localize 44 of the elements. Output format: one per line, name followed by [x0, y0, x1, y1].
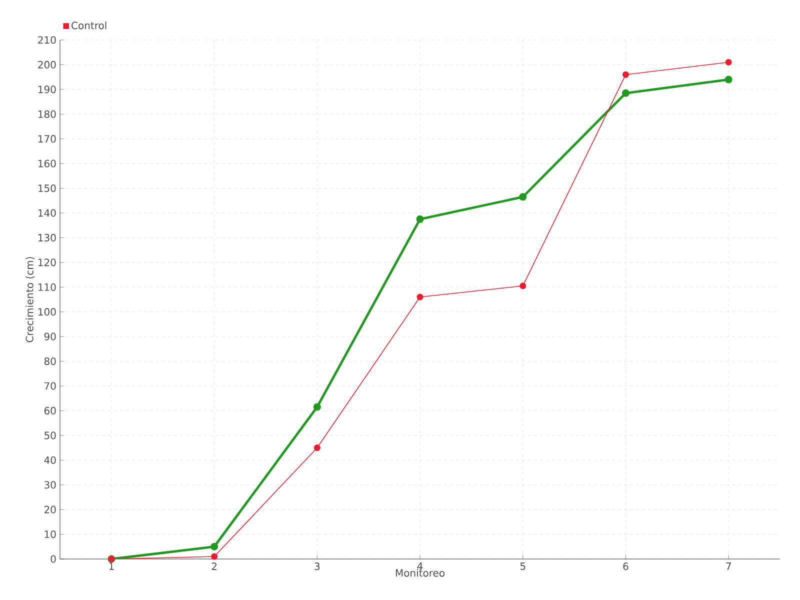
x-tick-label: 4 — [417, 562, 423, 570]
y-tick-label: 180 — [38, 110, 56, 118]
y-tick-label: 120 — [38, 258, 56, 266]
point — [725, 58, 732, 66]
x-axis-title: Monitoreo — [396, 568, 444, 577]
legend-label: Control — [72, 22, 106, 30]
y-tick-label: 160 — [38, 160, 56, 168]
point — [313, 403, 321, 411]
point — [622, 89, 630, 97]
y-tick-label: 50 — [44, 432, 56, 440]
point — [314, 444, 320, 452]
y-tick-label: 0 — [50, 555, 56, 563]
y-tick-label: 170 — [38, 135, 56, 143]
y-tick-label: 110 — [38, 283, 56, 291]
y-tick-label: 40 — [44, 456, 56, 464]
y-tick-label: 190 — [38, 86, 56, 94]
y-tick-label: 200 — [38, 60, 56, 68]
point — [519, 193, 527, 201]
y-tick-label: 30 — [44, 481, 56, 489]
x-tick-label: 5 — [520, 562, 526, 570]
y-tick-label: 60 — [44, 406, 56, 414]
y-tick-label: 10 — [44, 530, 56, 538]
point — [210, 542, 218, 550]
x-tick-label: 2 — [212, 562, 216, 570]
y-tick-label: 20 — [44, 506, 56, 514]
x-tick-label: 1 — [109, 562, 114, 570]
point — [416, 215, 424, 223]
y-tick-label: 80 — [44, 357, 56, 366]
y-tick-label: 130 — [38, 234, 56, 242]
y-tick-label: 90 — [44, 332, 56, 340]
x-tick-label: 3 — [314, 562, 320, 570]
y-tick-label: 100 — [38, 308, 56, 316]
x-tick-label: 7 — [726, 562, 731, 570]
point — [416, 294, 424, 300]
y-tick-label: 150 — [38, 184, 56, 192]
point — [520, 282, 526, 290]
point — [622, 71, 629, 78]
y-axis-title: Crecimiento (cm) — [26, 257, 35, 342]
point — [724, 76, 732, 84]
point — [211, 553, 218, 560]
y-tick-label: 70 — [44, 382, 56, 390]
y-tick-label: 140 — [38, 209, 56, 217]
y-tick-label: 210 — [38, 36, 56, 44]
x-tick-label: 6 — [623, 562, 628, 570]
